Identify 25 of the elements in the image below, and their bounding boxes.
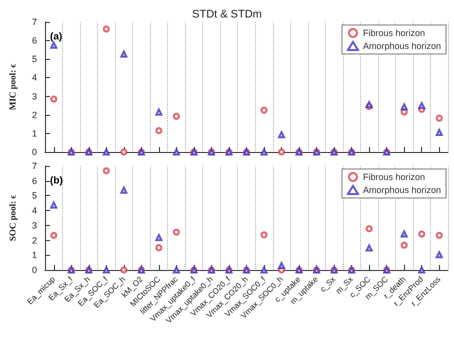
y-tick-label: 2 [32,235,37,246]
chart-title: STDt & STDm [192,8,262,20]
y-tick-label: 7 [32,161,37,171]
y-tick-label: 0 [32,147,37,157]
y-axis-title: SOC pool: ϵ [8,194,18,242]
y-tick-label: 3 [32,220,37,230]
y-tick-label: 2 [32,110,37,120]
legend-label: Fibrous horizon [362,28,425,38]
annotation: (a) [50,32,62,42]
y-tick-label: 5 [32,190,37,201]
y-tick-label: 6 [32,36,37,46]
y-tick-label: 3 [32,91,37,102]
y-tick-label: 4 [32,206,37,216]
y-tick-label: 4 [32,72,37,83]
legend-label: Fibrous horizon [362,172,425,182]
y-tick-label: 6 [32,176,37,186]
y-tick-label: 7 [32,17,37,27]
legend-label: Amorphous horizon [362,41,442,51]
y-tick-label: 1 [32,250,37,260]
y-tick-label: 1 [32,128,37,138]
y-tick-label: 5 [32,54,37,64]
y-tick-label: 0 [32,265,37,275]
legend-label: Amorphous horizon [362,185,442,195]
y-axis-title: MIC pool: ϵ [8,64,18,110]
annotation: (b) [50,176,63,186]
